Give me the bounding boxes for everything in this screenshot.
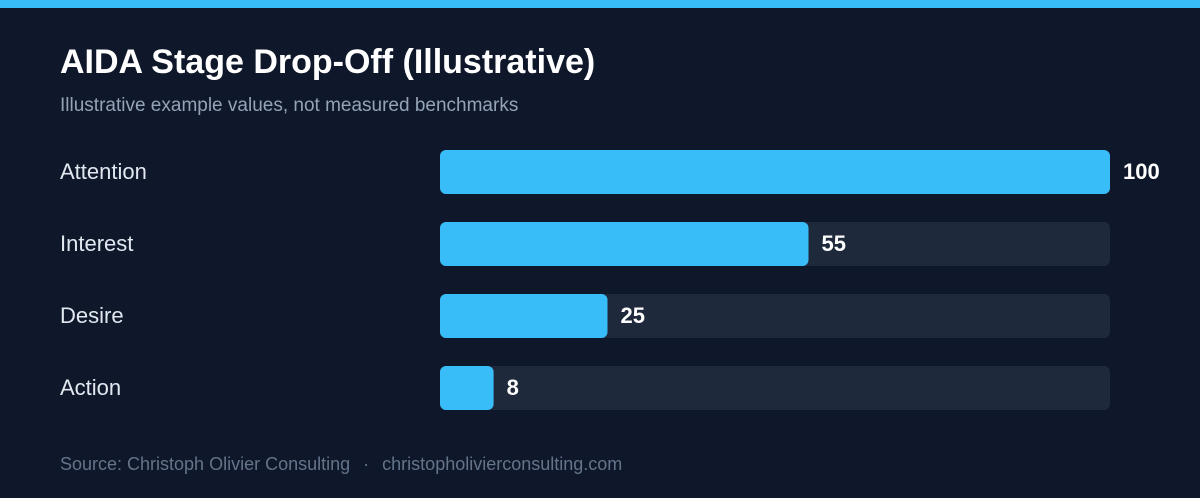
value-label: 100 <box>1123 159 1160 184</box>
top-accent <box>0 0 1200 8</box>
category-label: Interest <box>60 231 133 256</box>
footer-separator: · <box>363 454 369 474</box>
category-label: Desire <box>60 303 124 328</box>
bar <box>440 222 809 266</box>
footer-source: Source: Christoph Olivier Consulting <box>60 454 350 474</box>
bar <box>440 150 1110 194</box>
bar <box>440 294 608 338</box>
footer: Source: Christoph Olivier Consulting · c… <box>60 454 622 474</box>
bar-track <box>440 366 1110 410</box>
chart-title: AIDA Stage Drop-Off (Illustrative) <box>60 43 595 81</box>
value-label: 8 <box>507 375 519 400</box>
value-label: 55 <box>822 231 846 256</box>
value-label: 25 <box>621 303 645 328</box>
footer-website: christopholivierconsulting.com <box>382 454 622 474</box>
bar <box>440 366 494 410</box>
chart-subtitle: Illustrative example values, not measure… <box>60 95 518 116</box>
category-label: Attention <box>60 159 147 184</box>
category-label: Action <box>60 375 121 400</box>
